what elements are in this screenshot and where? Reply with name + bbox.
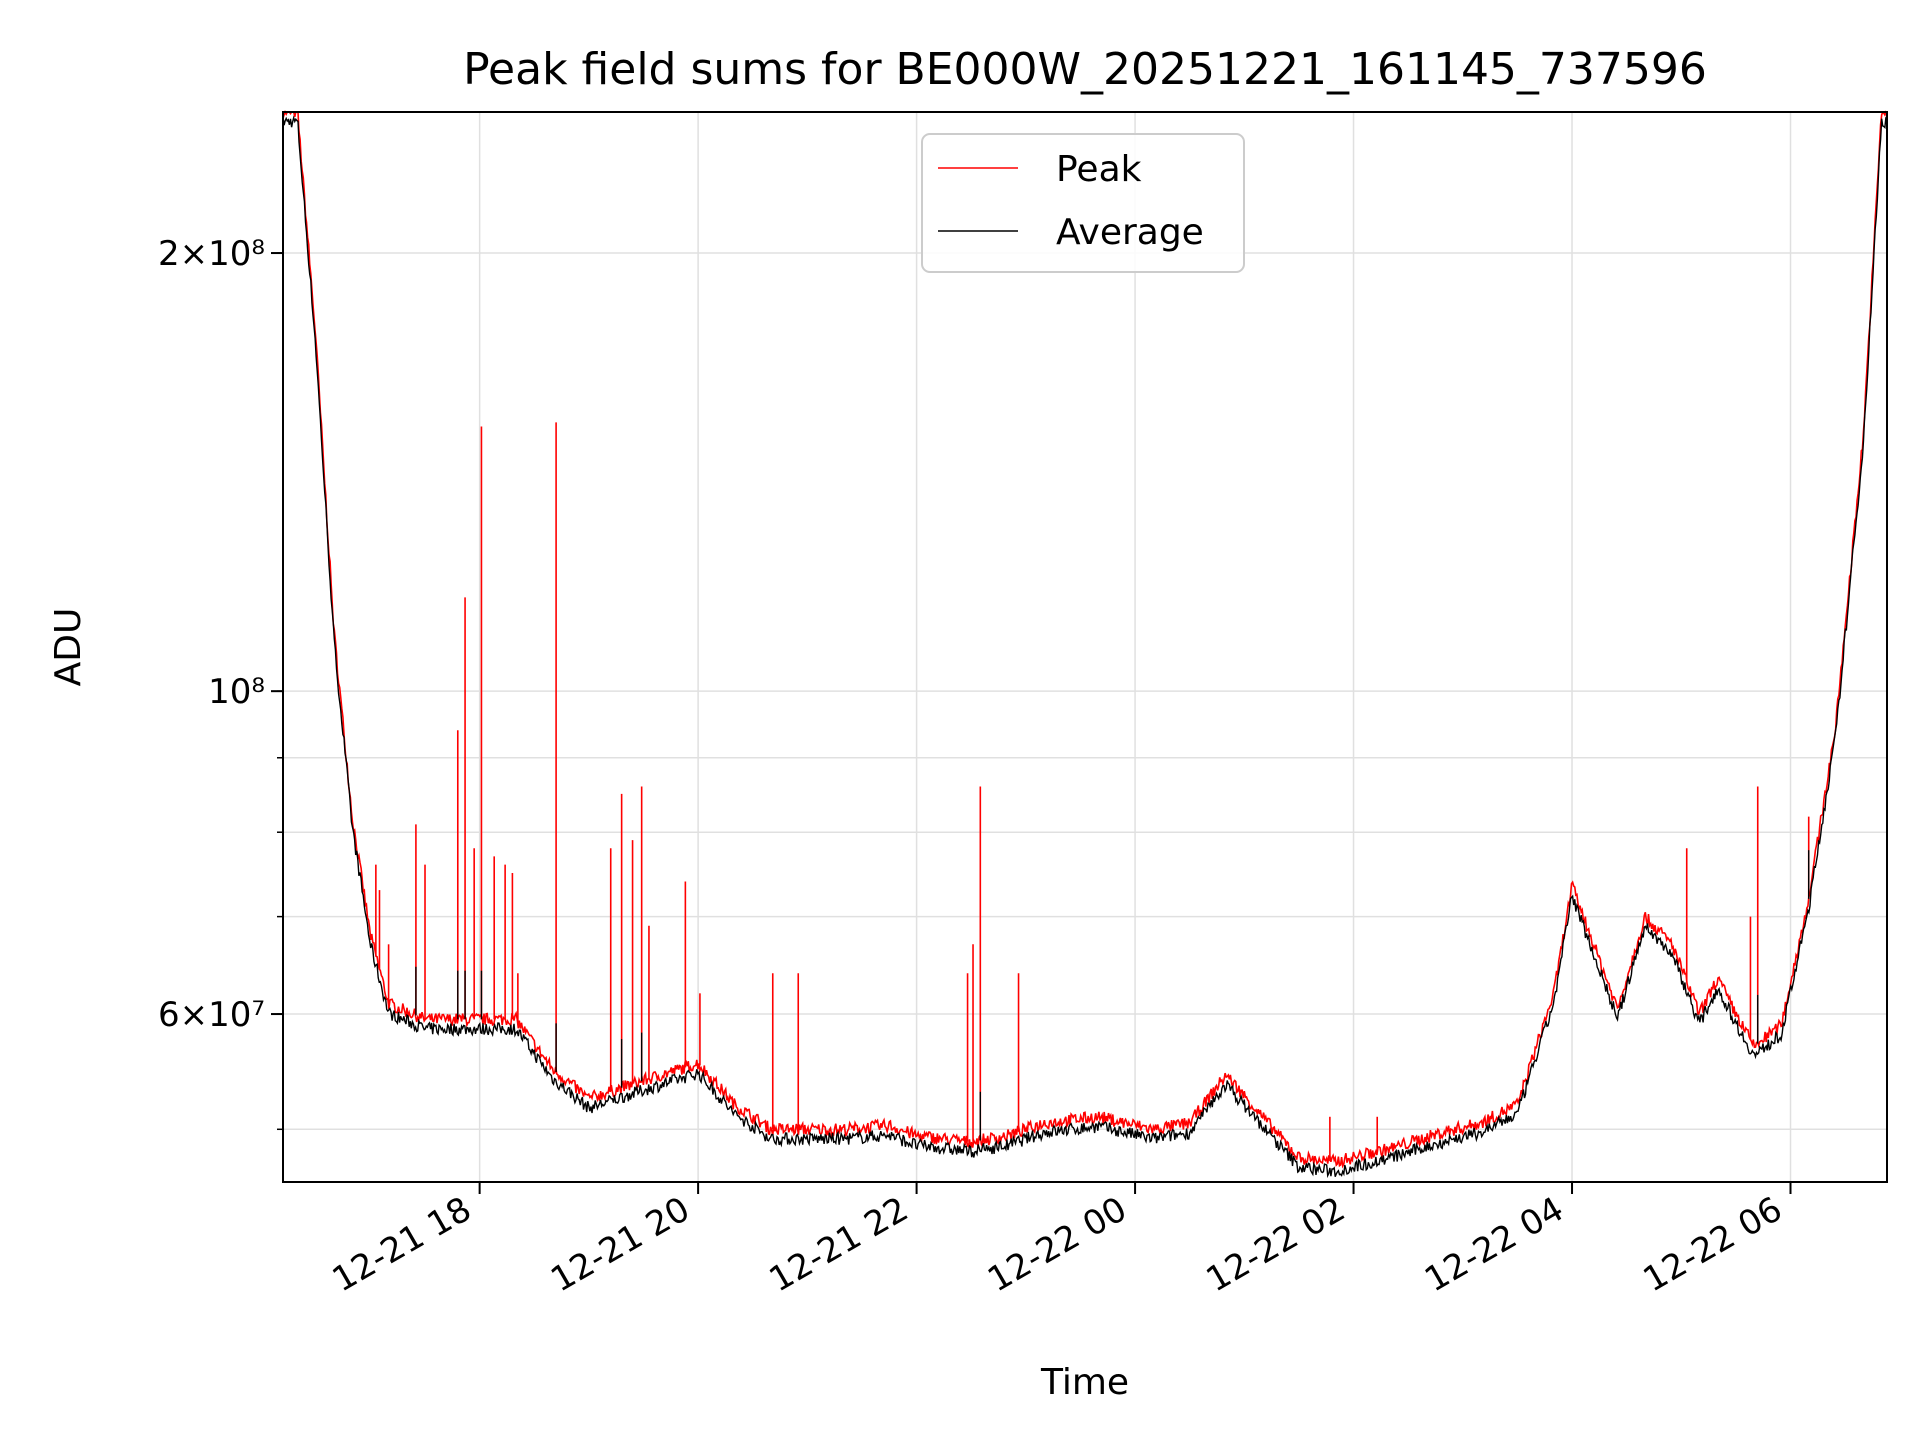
average-series-line bbox=[282, 115, 1888, 1179]
y-tick-label: 10⁸ bbox=[208, 672, 265, 712]
y-axis-ticks: 2×10⁸ 10⁸ 6×10⁷ bbox=[158, 234, 283, 1131]
peak-series-line bbox=[282, 109, 1888, 1169]
x-axis-label: Time bbox=[1040, 1362, 1129, 1403]
legend: Peak Average bbox=[921, 133, 1245, 273]
plot-frame bbox=[282, 111, 1888, 1183]
series-lines bbox=[282, 109, 1888, 1179]
y-tick-label: 6×10⁷ bbox=[158, 995, 265, 1035]
chart-title: Peak field sums for BE000W_20251221_1611… bbox=[463, 44, 1707, 95]
legend-label-peak: Peak bbox=[1056, 149, 1142, 190]
legend-label-average: Average bbox=[1056, 212, 1204, 253]
y-axis-label: ADU bbox=[48, 608, 89, 687]
y-tick-label: 2×10⁸ bbox=[158, 234, 265, 274]
